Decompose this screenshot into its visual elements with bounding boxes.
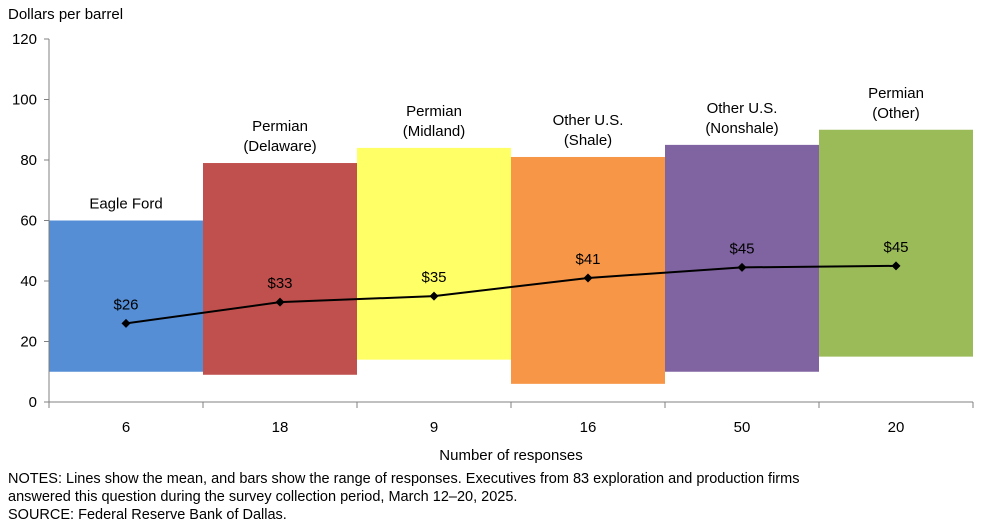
bar-label: Other U.S. bbox=[553, 112, 624, 129]
y-tick-label: 0 bbox=[29, 394, 37, 411]
mean-data-label: $45 bbox=[729, 240, 754, 257]
y-tick-label: 20 bbox=[20, 334, 37, 351]
notes-line-2: answered this question during the survey… bbox=[8, 489, 518, 505]
range-bar bbox=[819, 129, 973, 357]
mean-data-label: $33 bbox=[267, 275, 292, 292]
y-tick-label: 100 bbox=[12, 92, 37, 109]
y-axis-title: Dollars per barrel bbox=[8, 6, 124, 23]
mean-marker bbox=[429, 291, 439, 301]
bar-label: (Midland) bbox=[403, 123, 466, 140]
range-chart: 0 20 40 60 80 100 120 6 18 9 16 50 20 Number of respo… bbox=[12, 31, 974, 464]
bar-label: Other U.S. bbox=[707, 100, 778, 117]
range-bar bbox=[511, 156, 665, 384]
mean-marker bbox=[737, 262, 747, 272]
chart-notes: NOTES: Lines show the mean, and bars sho… bbox=[8, 470, 993, 524]
mean-marker bbox=[121, 318, 131, 328]
bar-label: (Shale) bbox=[564, 132, 612, 149]
bar-label: (Delaware) bbox=[243, 138, 316, 155]
x-tick-label: 50 bbox=[734, 419, 751, 436]
bar-label: Permian bbox=[252, 118, 308, 135]
mean-data-label: $45 bbox=[883, 239, 908, 256]
mean-marker bbox=[275, 297, 285, 307]
bar-label: (Other) bbox=[872, 105, 920, 122]
x-tick-label: 20 bbox=[888, 419, 905, 436]
x-tick-label: 18 bbox=[272, 419, 289, 436]
mean-line bbox=[125, 264, 897, 325]
bar-label: Permian bbox=[868, 85, 924, 102]
x-tick-label: 16 bbox=[580, 419, 597, 436]
mean-data-label: $35 bbox=[421, 269, 446, 286]
mean-marker bbox=[583, 273, 593, 283]
x-tick-label: 6 bbox=[122, 419, 130, 436]
y-tick-label: 80 bbox=[20, 152, 37, 169]
y-tick-label: 120 bbox=[12, 31, 37, 48]
mean-data-label: $26 bbox=[113, 296, 138, 313]
range-bar bbox=[357, 147, 511, 360]
bar-label: (Nonshale) bbox=[705, 120, 778, 137]
range-bar bbox=[203, 163, 357, 375]
x-axis-title: Number of responses bbox=[439, 447, 582, 464]
range-bar bbox=[49, 220, 203, 372]
mean-data-label: $41 bbox=[575, 251, 600, 268]
x-tick-label: 9 bbox=[430, 419, 438, 436]
y-tick-label: 40 bbox=[20, 273, 37, 290]
notes-line-1: NOTES: Lines show the mean, and bars sho… bbox=[8, 471, 800, 487]
mean-marker bbox=[891, 261, 901, 271]
y-tick-label: 60 bbox=[20, 213, 37, 230]
range-bar bbox=[665, 144, 819, 372]
bar-label: Permian bbox=[406, 103, 462, 120]
bar-label: Eagle Ford bbox=[89, 196, 162, 213]
source-line: SOURCE: Federal Reserve Bank of Dallas. bbox=[8, 507, 287, 523]
